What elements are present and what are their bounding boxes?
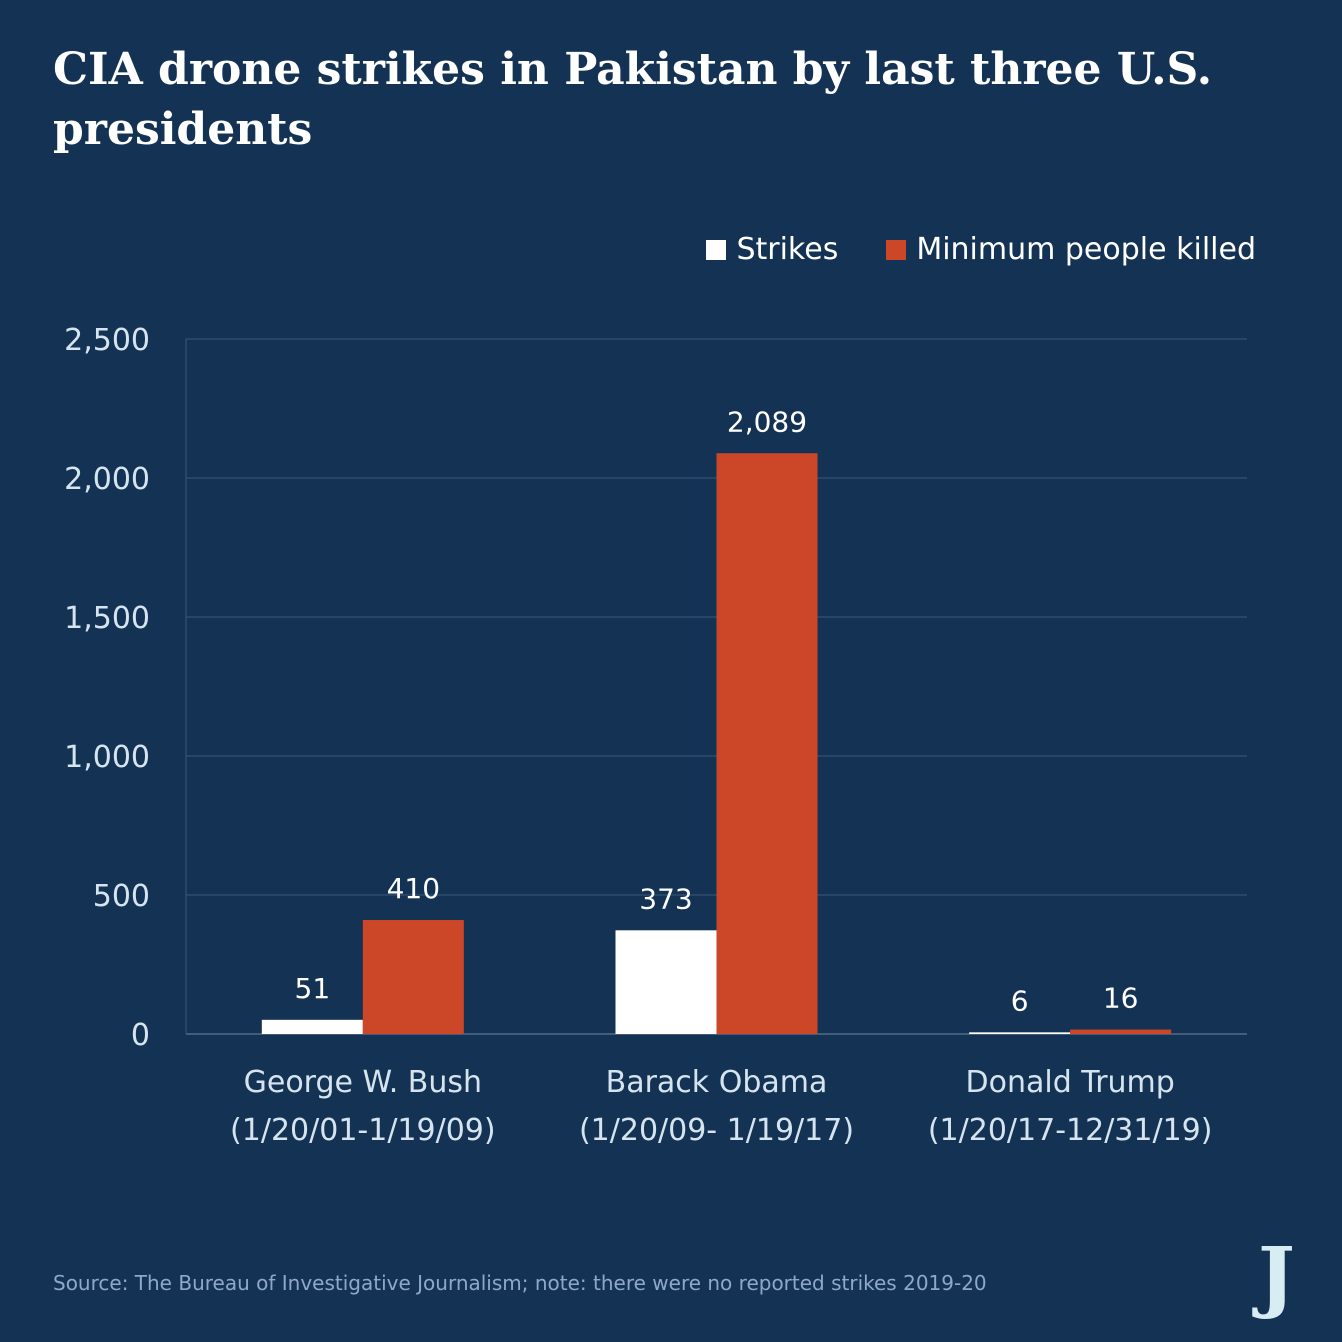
data-label-killed: 16 [1103,982,1139,1015]
y-tick-label: 0 [131,1018,150,1053]
bar-strikes [615,930,717,1034]
data-label-killed: 410 [387,872,440,905]
legend-swatch-strikes [706,239,727,260]
data-label-strikes: 373 [639,882,692,915]
x-tick-sublabel: (1/20/01-1/19/09) [230,1113,496,1148]
legend-label-killed: Minimum people killed [916,232,1256,267]
x-tick-sublabel: (1/20/09- 1/19/17) [579,1113,854,1148]
source-note: Source: The Bureau of Investigative Jour… [53,1271,987,1295]
y-tick-label: 2,000 [64,462,150,497]
bar-strikes [261,1019,363,1034]
data-label-strikes: 6 [1011,984,1029,1017]
data-label-killed: 2,089 [727,405,807,438]
bar-killed [362,920,464,1034]
x-tick-label: George W. Bush [244,1065,482,1100]
x-tick-label: Barack Obama [606,1065,828,1100]
data-label-strikes: 51 [295,972,331,1005]
y-tick-label: 500 [93,879,150,914]
x-tick-label: Donald Trump [966,1065,1175,1100]
legend-item-strikes: Strikes [706,232,838,267]
y-tick-label: 2,500 [64,323,150,358]
bar-killed [716,453,818,1034]
y-tick-label: 1,000 [64,740,150,775]
legend-item-killed: Minimum people killed [886,232,1256,267]
x-tick-sublabel: (1/20/17-12/31/19) [928,1113,1213,1148]
chart-title: CIA drone strikes in Pakistan by last th… [53,44,1213,155]
chart-legend: Strikes Minimum people killed [706,232,1256,267]
bar-killed [1070,1029,1172,1034]
legend-swatch-killed [886,239,907,260]
bar-strikes [969,1032,1071,1034]
legend-label-strikes: Strikes [736,232,839,267]
logo: J [1258,1231,1295,1322]
y-tick-label: 1,500 [64,601,150,636]
